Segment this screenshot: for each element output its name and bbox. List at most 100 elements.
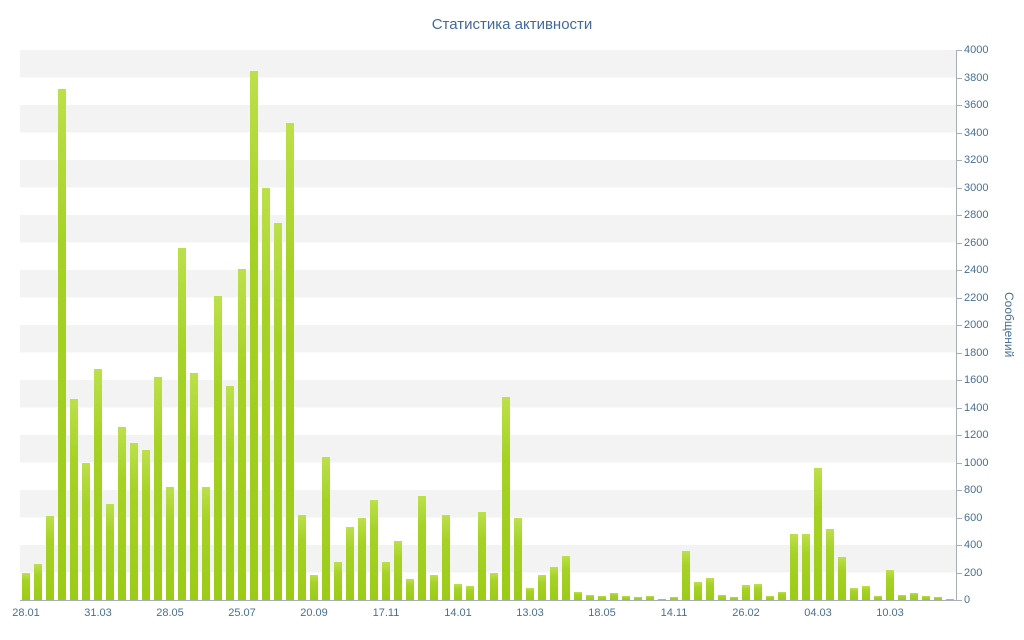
y-axis-title: Сообщений xyxy=(1002,292,1016,358)
bar-10 xyxy=(142,450,150,600)
bar-61 xyxy=(754,583,762,600)
bar-70 xyxy=(862,586,870,600)
bar-28 xyxy=(358,517,366,600)
bar-36 xyxy=(454,583,462,600)
x-tick-label: 28.05 xyxy=(156,607,184,619)
x-tick-label: 04.03 xyxy=(804,607,832,619)
bar-41 xyxy=(514,517,522,600)
x-tick-label: 26.02 xyxy=(732,607,760,619)
x-tick-label: 18.05 xyxy=(588,607,616,619)
y-tick-mark xyxy=(957,380,962,381)
bar-1 xyxy=(34,564,42,600)
x-tick-label: 31.03 xyxy=(84,607,112,619)
bar-63 xyxy=(778,591,786,600)
x-tick-label: 20.09 xyxy=(300,607,328,619)
bar-24 xyxy=(310,575,318,600)
y-tick-label: 3200 xyxy=(964,154,989,166)
bar-42 xyxy=(526,587,534,600)
bar-3 xyxy=(58,88,66,600)
bar-54 xyxy=(670,597,678,600)
y-tick-mark xyxy=(957,435,962,436)
x-tick-label: 14.11 xyxy=(660,607,688,619)
y-tick-mark xyxy=(957,572,962,574)
bar-21 xyxy=(274,223,282,600)
y-tick-mark xyxy=(957,50,962,51)
bar-31 xyxy=(394,540,402,600)
bar-72 xyxy=(886,569,894,600)
bar-51 xyxy=(634,597,642,600)
bar-48 xyxy=(598,595,606,600)
bar-11 xyxy=(154,377,162,600)
y-tick-mark xyxy=(957,215,962,216)
bar-40 xyxy=(502,396,510,600)
x-tick-label: 28.01 xyxy=(12,607,40,619)
x-tick-label: 13.03 xyxy=(516,607,544,619)
bar-12 xyxy=(166,487,174,600)
bar-45 xyxy=(562,556,570,600)
y-tick-mark xyxy=(957,242,962,244)
bar-30 xyxy=(382,561,390,600)
bar-62 xyxy=(766,595,774,600)
y-tick-mark xyxy=(957,77,962,79)
y-tick-label: 4000 xyxy=(964,44,989,56)
bar-50 xyxy=(622,595,630,600)
y-tick-label: 1000 xyxy=(964,456,989,469)
y-tick-label: 3800 xyxy=(964,71,989,84)
bar-14 xyxy=(190,373,198,600)
bar-20 xyxy=(262,187,270,600)
bar-73 xyxy=(898,594,906,600)
chart-title: Статистика активности xyxy=(431,16,593,33)
y-tick-label: 1200 xyxy=(964,429,989,441)
bar-59 xyxy=(730,597,738,600)
y-tick-label: 800 xyxy=(964,484,983,496)
y-tick-mark xyxy=(957,600,962,601)
bar-43 xyxy=(538,575,546,600)
bar-22 xyxy=(286,122,294,600)
y-tick-mark xyxy=(957,297,962,299)
y-tick-label: 1400 xyxy=(964,401,989,414)
bar-23 xyxy=(298,514,306,600)
bar-6 xyxy=(94,369,102,600)
bar-34 xyxy=(430,575,438,600)
bar-66 xyxy=(814,468,822,600)
plot-area xyxy=(20,50,957,601)
bar-5 xyxy=(82,462,90,600)
y-tick-mark xyxy=(957,462,962,464)
y-tick-mark xyxy=(957,325,962,326)
y-tick-mark xyxy=(957,352,962,354)
bar-26 xyxy=(334,561,342,600)
bar-17 xyxy=(226,385,234,600)
bar-68 xyxy=(838,557,846,600)
y-tick-label: 2800 xyxy=(964,209,989,221)
bar-58 xyxy=(718,594,726,600)
y-tick-mark xyxy=(957,187,962,189)
x-tick-label: 14.01 xyxy=(444,607,472,619)
bar-8 xyxy=(118,426,126,600)
y-tick-label: 1800 xyxy=(964,346,989,359)
y-tick-label: 2200 xyxy=(964,291,989,304)
bar-35 xyxy=(442,514,450,600)
x-tick-label: 17.11 xyxy=(372,607,400,619)
y-tick-label: 600 xyxy=(964,511,983,524)
y-tick-mark xyxy=(957,105,962,106)
bar-4 xyxy=(70,399,78,600)
bar-75 xyxy=(922,595,930,600)
bar-16 xyxy=(214,296,222,600)
bar-9 xyxy=(130,443,138,600)
bar-53 xyxy=(658,598,666,600)
bar-77 xyxy=(946,598,954,600)
bar-27 xyxy=(346,527,354,600)
y-tick-label: 400 xyxy=(964,539,983,551)
bar-39 xyxy=(490,572,498,600)
bar-29 xyxy=(370,499,378,600)
bar-47 xyxy=(586,594,594,600)
bar-38 xyxy=(478,512,486,600)
y-tick-label: 2600 xyxy=(964,236,989,249)
x-tick-label: 10.03 xyxy=(876,607,904,619)
bar-49 xyxy=(610,593,618,600)
y-tick-mark xyxy=(957,490,962,491)
bar-56 xyxy=(694,582,702,600)
bars-container xyxy=(20,50,956,600)
bar-64 xyxy=(790,534,798,600)
